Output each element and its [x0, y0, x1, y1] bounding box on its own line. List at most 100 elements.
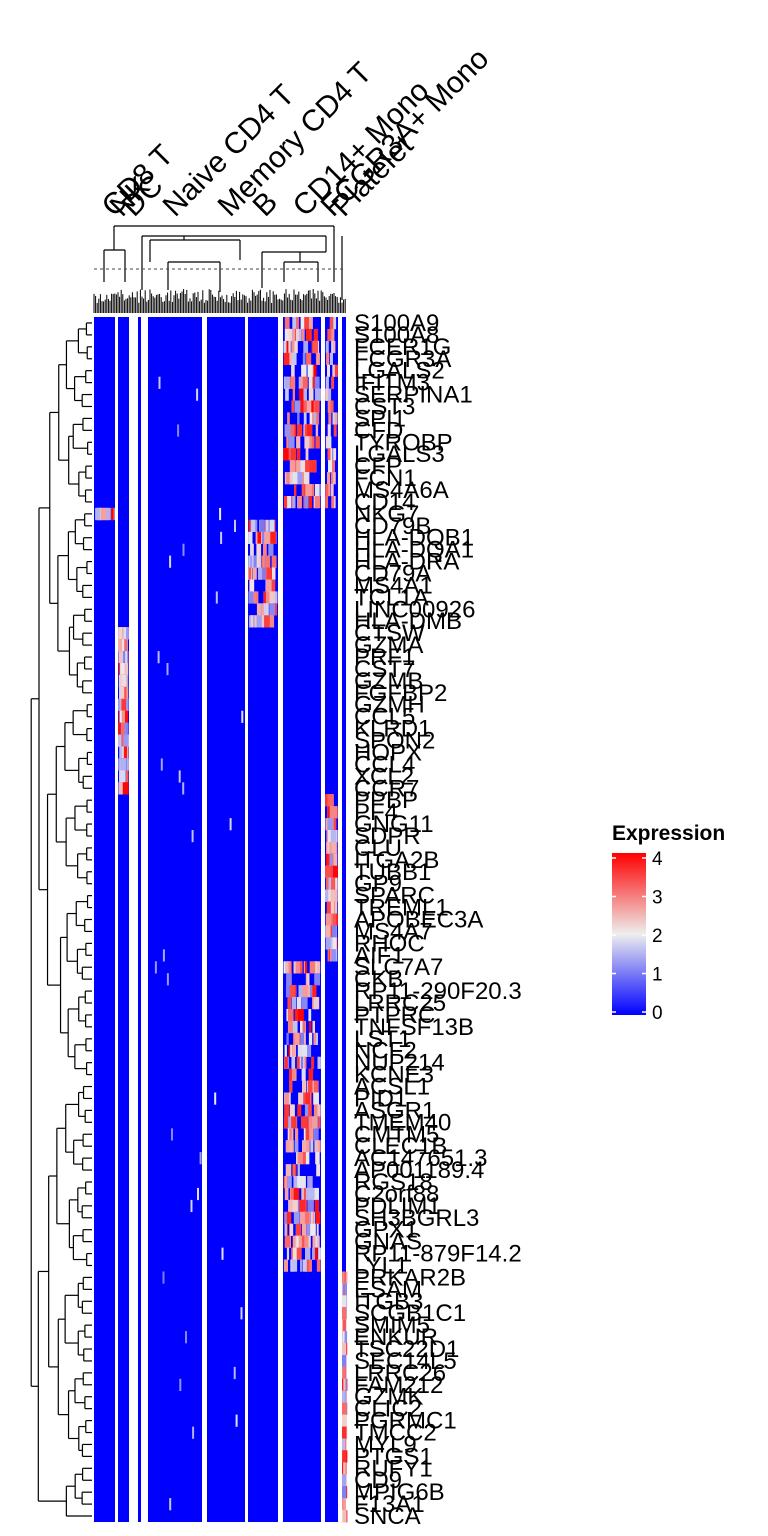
heatmap-cell: [288, 328, 293, 342]
heatmap-cell: [166, 663, 169, 676]
row-label: CST7: [354, 656, 415, 683]
heatmap-cell: [268, 543, 274, 556]
heatmap-cell: [318, 1116, 321, 1129]
heatmap-cell: [294, 340, 298, 354]
heatmap-cell: [310, 436, 315, 449]
heatmap-cell: [185, 1331, 187, 1344]
heatmap-cell: [342, 1390, 345, 1403]
heatmap-cell: [305, 448, 309, 461]
heatmap-cell: [293, 1187, 300, 1201]
heatmap-cell: [328, 889, 331, 902]
heatmap-cell: [297, 496, 302, 509]
heatmap-cell: [329, 937, 333, 950]
heatmap-cell: [303, 496, 306, 509]
heatmap-cell: [285, 961, 289, 974]
heatmap-cell: [312, 1020, 315, 1034]
heatmap-cell: [248, 555, 251, 568]
heatmap-cell: [288, 961, 291, 974]
heatmap-cell: [126, 698, 129, 711]
heatmap-cell: [162, 1271, 165, 1284]
row-label: RP11-290F20.3: [354, 978, 522, 1005]
heatmap-cell: [241, 710, 244, 723]
row-label: LYL1: [354, 1253, 408, 1280]
heatmap-cell: [299, 1176, 306, 1189]
row-label: CD79B: [354, 513, 431, 540]
heatmap-cell: [341, 1474, 347, 1487]
row-labels: S100A9S100A8FCER1GFCGR3ALGALS2IFITM3SERP…: [354, 310, 522, 1530]
heatmap-cell: [307, 1223, 313, 1236]
heatmap-cell: [251, 519, 256, 532]
row-label: RHOC: [354, 930, 425, 957]
heatmap-cell: [330, 460, 333, 473]
heatmap-cell: [330, 806, 337, 819]
heatmap-cell: [307, 1080, 313, 1093]
heatmap-cell: [292, 1164, 295, 1177]
heatmap-cell: [105, 507, 111, 521]
heatmap-cell: [291, 340, 297, 354]
heatmap-cell: [284, 1211, 290, 1224]
heatmap-cell: [331, 877, 335, 890]
heatmap-cell: [306, 352, 312, 365]
row-label: HLA-DRA: [354, 549, 459, 576]
heatmap-cell: [304, 388, 307, 401]
row-label: LGALS2: [354, 358, 445, 385]
heatmap-cells: [94, 317, 348, 1523]
heatmap-cell: [315, 400, 318, 413]
heatmap-cell: [292, 1199, 298, 1213]
row-label: NUP214: [354, 1050, 445, 1077]
heatmap-cell: [255, 531, 259, 544]
heatmap-cell: [304, 460, 310, 473]
row-label: CKB: [354, 966, 403, 993]
heatmap-cell: [312, 412, 318, 425]
column-gap: [278, 317, 283, 1522]
heatmap-cell: [313, 1080, 319, 1093]
heatmap-cell: [304, 1211, 310, 1224]
heatmap-cell: [297, 1152, 303, 1165]
heatmap-cell: [199, 1152, 202, 1165]
heatmap-cell: [160, 758, 163, 771]
heatmap-cell: [317, 1104, 321, 1117]
row-label: RGS18: [354, 1169, 433, 1196]
column-gap: [141, 317, 148, 1522]
heatmap-cell: [302, 1259, 307, 1272]
heatmap-cell: [295, 961, 302, 974]
heatmap-cell: [290, 1259, 294, 1272]
heatmap-cell: [298, 376, 302, 389]
heatmap-cell: [271, 555, 277, 568]
heatmap-cell: [297, 1104, 302, 1117]
heatmap-cell: [286, 973, 292, 986]
heatmap-cell: [335, 877, 338, 890]
heatmap-cell: [310, 1140, 314, 1153]
row-label: PTPRC: [354, 1002, 435, 1029]
heatmap-cell: [315, 484, 320, 497]
heatmap-cell: [325, 865, 331, 878]
heatmap-cell: [334, 412, 338, 425]
heatmap-cell: [256, 555, 260, 568]
heatmap-cell: [300, 1020, 303, 1034]
heatmap-cell: [308, 1009, 312, 1022]
heatmap-cell: [297, 1044, 304, 1057]
heatmap-cell: [333, 865, 338, 878]
row-label: RUFY1: [354, 1455, 433, 1482]
heatmap-cell: [296, 1056, 302, 1069]
heatmap-cell: [310, 400, 316, 413]
heatmap-cell: [240, 1307, 243, 1320]
heatmap-cell: [325, 889, 331, 902]
heatmap-cell: [312, 340, 318, 354]
heatmap-cell: [120, 663, 125, 676]
heatmap-cell: [333, 448, 337, 461]
heatmap-cell: [328, 388, 332, 401]
heatmap-cell: [256, 615, 263, 628]
heatmap-cell: [182, 543, 185, 556]
heatmap-cell: [154, 961, 157, 974]
row-label: CCL5: [354, 704, 415, 731]
heatmap-cell: [325, 436, 329, 449]
heatmap-cell: [332, 460, 335, 473]
heatmap-cell: [328, 460, 331, 473]
row-label: GPX1: [354, 1217, 418, 1244]
heatmap-cell: [121, 722, 125, 735]
row-label: MYL9: [354, 1432, 417, 1459]
heatmap-cell: [305, 1092, 311, 1105]
row-label: CFP: [354, 453, 402, 480]
